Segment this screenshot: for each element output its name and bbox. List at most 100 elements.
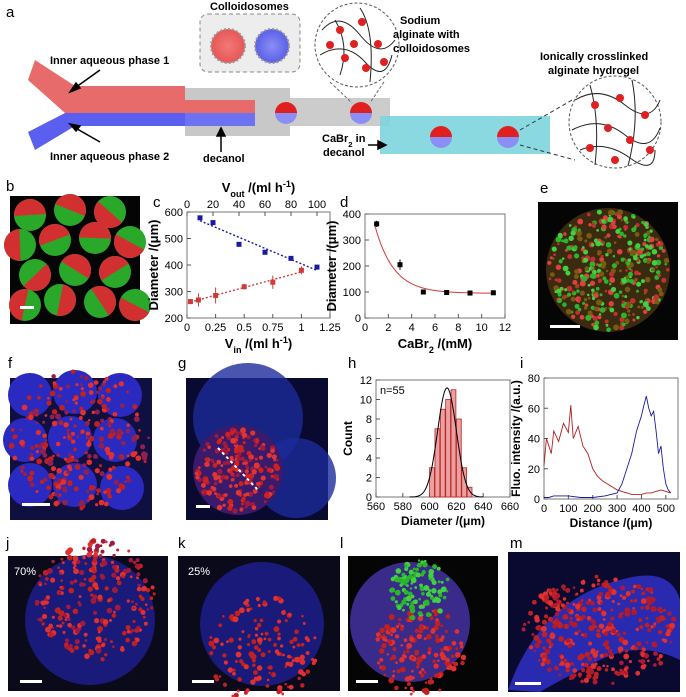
fluorescence-speck (603, 279, 609, 284)
fluorescence-speck (623, 234, 627, 238)
colloidosomes-label: Colloidosomes (210, 1, 289, 13)
fluorescence-speck (242, 441, 246, 445)
fluorescence-speck (621, 322, 626, 327)
fluorescence-speck (62, 630, 66, 634)
fluorescence-speck (599, 293, 603, 297)
fluorescence-speck (67, 622, 72, 628)
fluorescence-speck (223, 493, 228, 497)
fluorescence-speck (80, 387, 84, 391)
fluorescence-speck (593, 306, 599, 312)
fluorescence-speck (633, 598, 638, 603)
fluorescence-speck (643, 309, 648, 315)
fluorescence-speck (237, 645, 242, 650)
fluorescence-speck (257, 603, 261, 608)
fluorescence-speck (610, 616, 615, 621)
fluorescence-speck (279, 644, 284, 648)
fluorescence-speck (583, 257, 589, 263)
fluorescence-speck (655, 270, 661, 275)
fluorescence-speck (386, 653, 390, 656)
fluorescence-speck (600, 601, 604, 605)
fluorescence-speck (98, 442, 105, 449)
fluorescence-speck (87, 453, 92, 459)
fluorescence-speck (69, 648, 75, 653)
fluorescence-speck (253, 670, 258, 675)
fluorescence-speck (598, 591, 603, 597)
fluorescence-speck (118, 381, 124, 387)
fluorescence-speck (131, 640, 138, 647)
colloidosome-disk (93, 418, 137, 462)
fluorescence-speck (234, 659, 239, 664)
fluorescence-speck (57, 615, 63, 621)
fluorescence-speck (67, 436, 73, 441)
fluorescence-speck (630, 269, 633, 273)
fluorescence-speck (80, 620, 86, 627)
fluorescence-speck (636, 289, 639, 293)
y-tick-label: 0 (366, 492, 372, 504)
fluorescence-speck (48, 632, 54, 638)
fluorescence-speck (640, 658, 646, 665)
fluorescence-speck (102, 619, 109, 625)
fluorescence-speck (623, 667, 628, 672)
fluorescence-speck (588, 641, 593, 646)
fluorescence-speck (64, 638, 70, 643)
y-tick-label: 60 (528, 403, 540, 415)
fluorescence-speck (83, 577, 87, 581)
colloidosome-half (9, 289, 29, 321)
fluorescence-speck (561, 584, 566, 589)
fluorescence-speck (80, 409, 86, 416)
fluorescence-speck (574, 631, 579, 636)
fluorescence-speck (415, 567, 420, 572)
fluorescence-speck (596, 666, 602, 672)
colloidosome-half (61, 254, 92, 279)
fluorescence-speck (611, 263, 617, 269)
fluorescence-speck (238, 659, 244, 664)
fluorescence-speck (220, 447, 226, 454)
fluorescence-speck (296, 643, 301, 648)
fluorescence-speck (420, 673, 425, 678)
fluorescence-speck (96, 492, 100, 496)
fluorescence-speck (405, 576, 411, 581)
fluorescence-speck (387, 640, 393, 645)
fluorescence-speck (140, 609, 146, 615)
fluorescence-speck (67, 547, 74, 553)
fluorescence-speck (234, 610, 241, 617)
fluorescence-speck (139, 628, 143, 632)
fluorescence-speck (64, 410, 69, 415)
fluorescence-speck (643, 233, 648, 238)
fluorescence-speck (104, 653, 108, 657)
fluorescence-speck (415, 572, 421, 578)
fluorescence-speck (223, 660, 228, 665)
fluorescence-speck (562, 614, 569, 620)
fluorescence-speck (567, 254, 573, 260)
fluorescence-speck (403, 650, 406, 654)
fluorescence-speck (614, 212, 619, 216)
fluorescence-speck (427, 679, 434, 685)
fluorescence-speck (251, 658, 256, 663)
colloidosome-box (199, 13, 301, 73)
fluorescence-speck (630, 298, 636, 304)
fluorescence-speck (90, 400, 93, 404)
fluorescence-speck (84, 375, 89, 381)
intensity-line (543, 405, 671, 495)
fluorescence-speck (143, 459, 147, 464)
fluorescence-speck (619, 668, 623, 672)
fluorescence-speck (577, 218, 584, 225)
fluorescence-speck (108, 455, 114, 460)
fluorescence-speck (554, 290, 558, 294)
fluorescence-speck (42, 453, 48, 458)
fluorescence-speck (595, 263, 599, 266)
fluorescence-speck (86, 546, 93, 553)
decanol-label: decanol (203, 153, 245, 165)
x-tick-label: 400 (632, 503, 650, 515)
fluorescence-speck (646, 259, 651, 264)
fluorescence-speck (245, 473, 250, 479)
fluorescence-speck (622, 595, 627, 600)
fluorescence-speck (602, 643, 606, 647)
fluorescence-speck (78, 474, 84, 480)
fluorescence-speck (632, 312, 635, 316)
fluorescence-speck (97, 630, 101, 634)
fluorescence-speck (645, 605, 650, 610)
fluorescence-speck (204, 457, 209, 462)
fluorescence-speck (218, 623, 223, 628)
fluorescence-speck (429, 677, 433, 680)
